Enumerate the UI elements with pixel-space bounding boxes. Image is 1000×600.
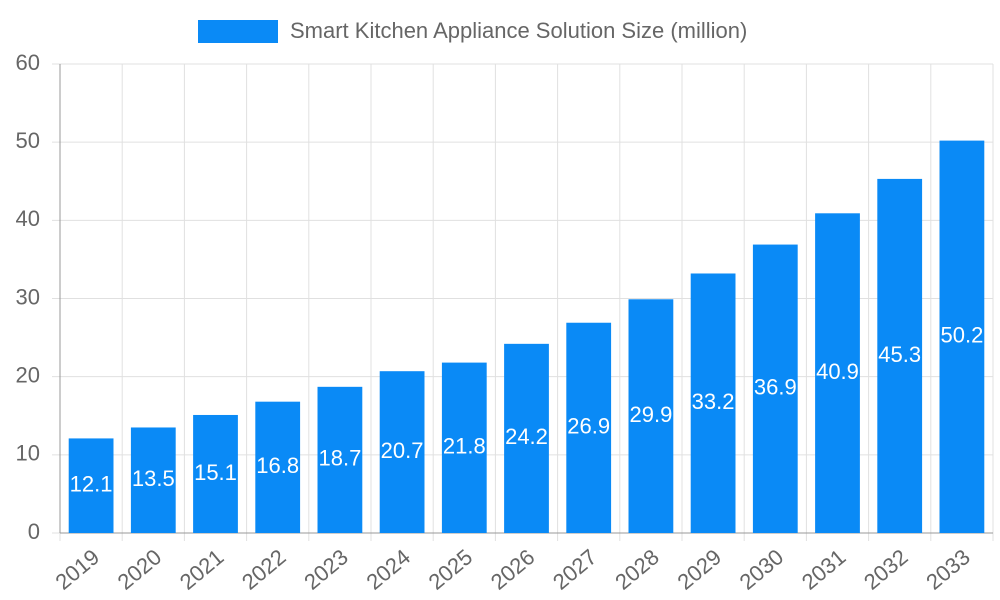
bar [504, 343, 549, 533]
x-tick-label: 2027 [548, 544, 602, 595]
x-tick-label: 2031 [797, 544, 851, 595]
x-tick-label: 2029 [672, 544, 726, 595]
bar [752, 244, 798, 533]
bar [628, 299, 674, 533]
x-tick-label: 2022 [237, 544, 291, 595]
y-tick-label: 40 [16, 206, 40, 231]
x-tick-label: 2021 [175, 544, 229, 595]
value-label: 21.8 [443, 434, 486, 459]
x-tick-label: 2019 [50, 544, 104, 595]
bar [690, 273, 736, 533]
legend-label: Smart Kitchen Appliance Solution Size (m… [290, 18, 747, 43]
y-tick-label: 20 [16, 362, 40, 387]
value-label: 16.8 [256, 453, 299, 478]
value-label: 18.7 [318, 446, 361, 471]
bar [441, 362, 487, 533]
y-tick-label: 0 [28, 519, 40, 544]
x-tick-label: 2026 [486, 544, 540, 595]
value-label: 26.9 [567, 414, 610, 439]
bar [68, 438, 114, 533]
bar [379, 371, 425, 533]
value-label: 40.9 [816, 359, 859, 384]
value-label: 24.2 [505, 424, 548, 449]
value-label: 29.9 [629, 402, 672, 427]
y-tick-label: 10 [16, 441, 40, 466]
x-tick-label: 2030 [735, 544, 789, 595]
value-label: 15.1 [194, 460, 237, 485]
value-label: 33.2 [692, 389, 735, 414]
value-label: 20.7 [381, 438, 424, 463]
value-label: 12.1 [70, 472, 113, 497]
x-tick-label: 2020 [113, 544, 167, 595]
y-tick-label: 50 [16, 128, 40, 153]
bar [939, 140, 985, 533]
bar [317, 386, 363, 533]
value-label: 45.3 [878, 342, 921, 367]
y-tick-label: 60 [16, 50, 40, 75]
value-label: 50.2 [940, 323, 983, 348]
x-tick-label: 2025 [424, 544, 478, 595]
x-tick-label: 2024 [361, 544, 415, 595]
value-label: 13.5 [132, 466, 175, 491]
x-tick-label: 2032 [859, 544, 913, 595]
bar [130, 427, 176, 533]
x-tick-label: 2033 [921, 544, 975, 595]
bar [566, 322, 612, 533]
bar [815, 213, 860, 533]
bar [193, 414, 238, 533]
x-tick-label: 2028 [610, 544, 664, 595]
x-tick-label: 2023 [299, 544, 353, 595]
legend-swatch [198, 20, 278, 43]
bar [255, 401, 301, 533]
value-label: 36.9 [754, 375, 797, 400]
y-tick-label: 30 [16, 284, 40, 309]
bar [877, 178, 923, 533]
